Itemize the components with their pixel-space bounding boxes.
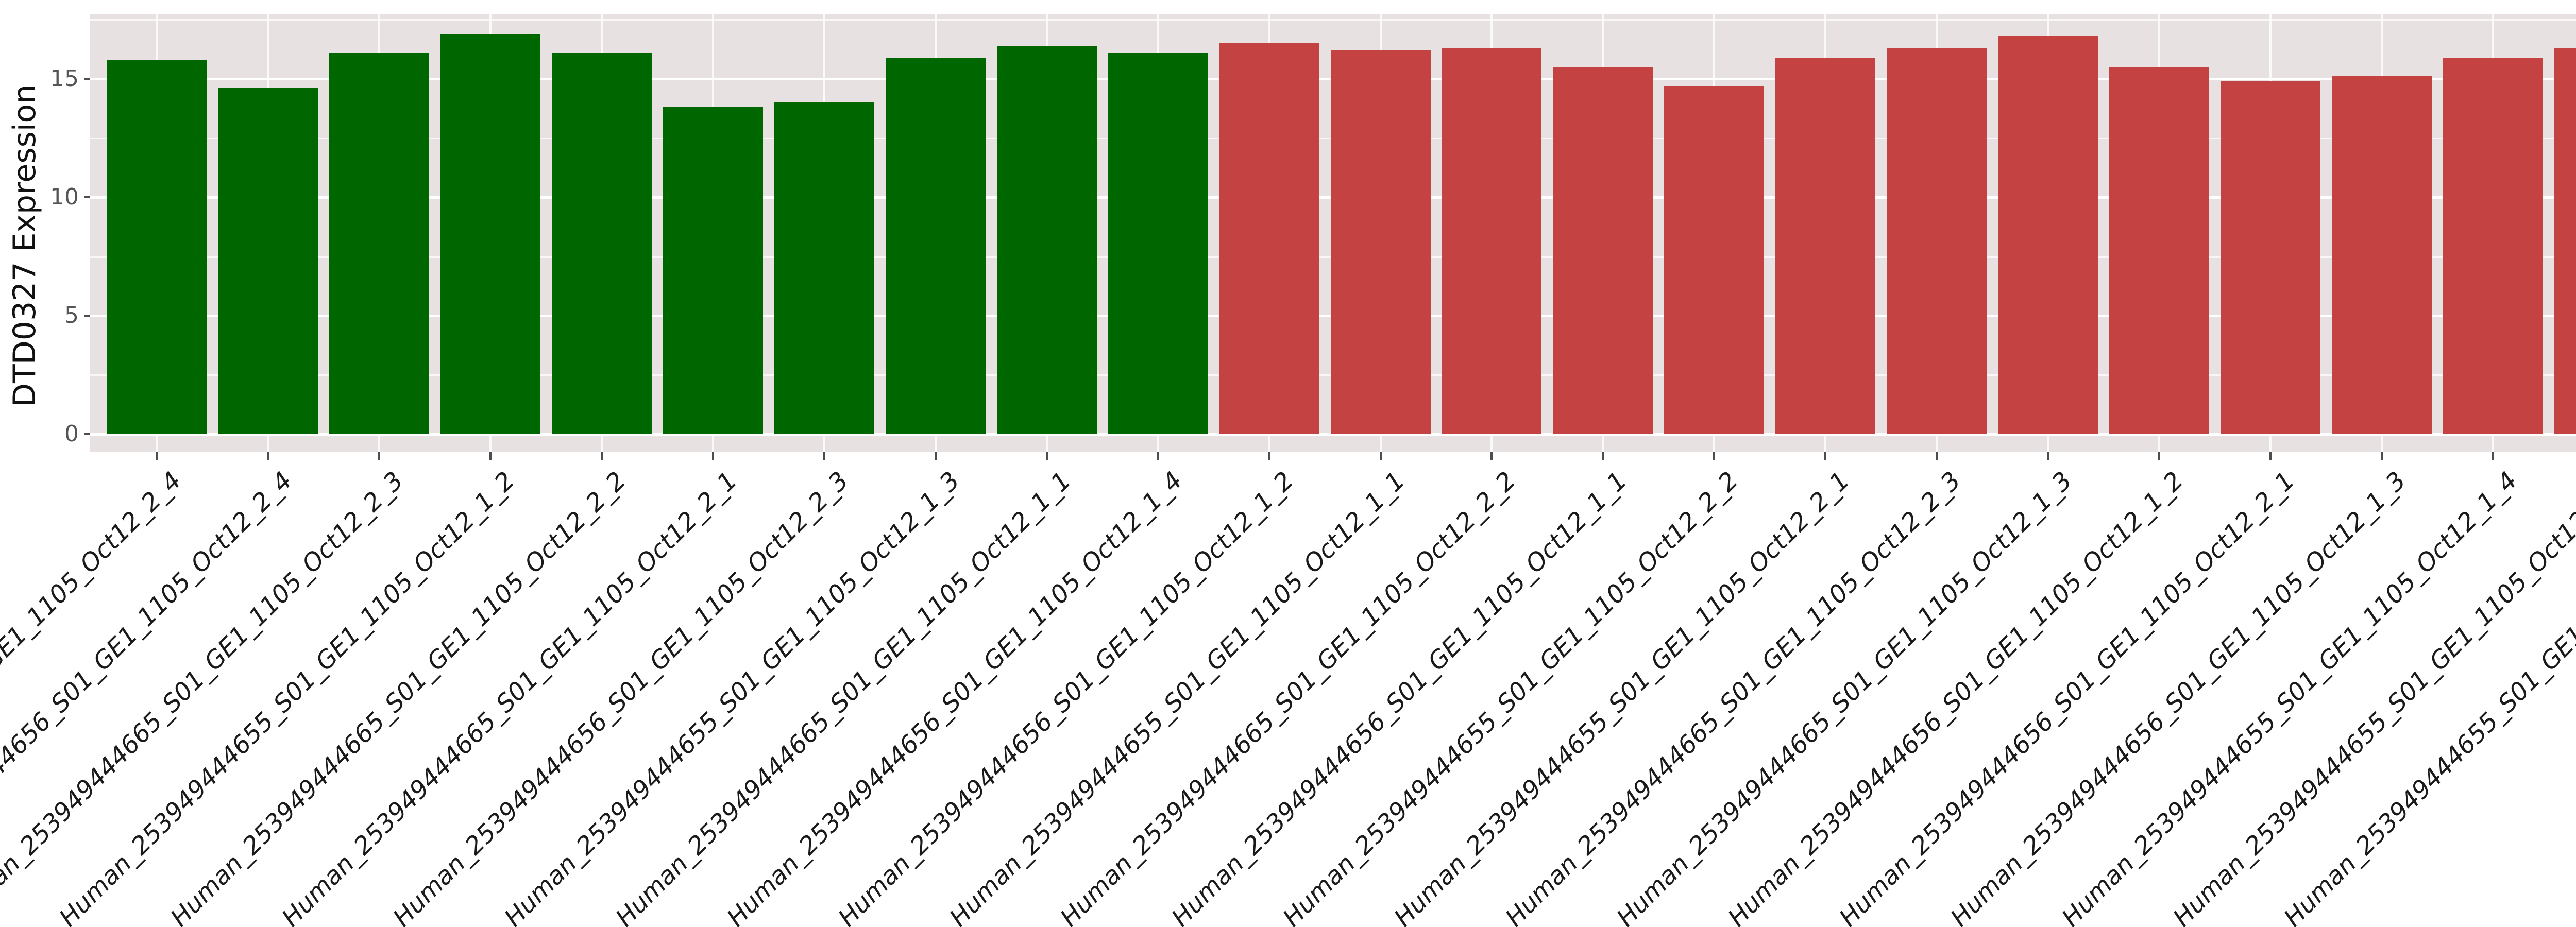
x-tick-mark bbox=[267, 452, 269, 460]
bar-19 bbox=[2109, 67, 2209, 434]
bar-16 bbox=[1775, 58, 1875, 434]
y-tick-label: 15 bbox=[50, 65, 79, 92]
x-tick-mark bbox=[2381, 452, 2383, 460]
bar-22 bbox=[2443, 58, 2543, 434]
x-tick-mark bbox=[712, 452, 714, 460]
x-tick-mark bbox=[2047, 452, 2049, 460]
x-tick-mark bbox=[489, 452, 492, 460]
bar-13 bbox=[1442, 48, 1541, 434]
bar-5 bbox=[552, 53, 652, 434]
bar-14 bbox=[1553, 67, 1653, 434]
x-tick-mark bbox=[1268, 452, 1270, 460]
x-tick-mark bbox=[1713, 452, 1715, 460]
minor-gridline bbox=[90, 19, 2576, 21]
bar-1 bbox=[107, 60, 207, 434]
major-gridline bbox=[90, 433, 2576, 436]
bar-9 bbox=[997, 46, 1097, 434]
bar-10 bbox=[1108, 53, 1208, 434]
bar-21 bbox=[2332, 76, 2432, 434]
bar-15 bbox=[1664, 86, 1764, 434]
x-tick-mark bbox=[378, 452, 380, 460]
x-tick-mark bbox=[1046, 452, 1048, 460]
y-tick-label: 5 bbox=[64, 302, 79, 329]
bar-7 bbox=[774, 102, 874, 434]
x-tick-mark bbox=[1824, 452, 1826, 460]
x-tick-mark bbox=[1380, 452, 1382, 460]
bar-11 bbox=[1219, 43, 1319, 434]
y-tick-label: 0 bbox=[64, 421, 79, 447]
x-tick-mark bbox=[2269, 452, 2272, 460]
y-tick-mark bbox=[84, 78, 90, 80]
bar-2 bbox=[218, 88, 318, 434]
bar-18 bbox=[1998, 36, 2098, 434]
x-tick-mark bbox=[1602, 452, 1604, 460]
x-tick-mark bbox=[1490, 452, 1493, 460]
bar-20 bbox=[2221, 81, 2320, 434]
x-tick-mark bbox=[935, 452, 937, 460]
x-tick-mark bbox=[1157, 452, 1159, 460]
bar-12 bbox=[1331, 50, 1431, 434]
x-tick-mark bbox=[156, 452, 158, 460]
x-tick-mark bbox=[2492, 452, 2494, 460]
y-tick-label: 10 bbox=[50, 184, 79, 210]
y-tick-mark bbox=[84, 433, 90, 435]
bar-8 bbox=[886, 58, 986, 434]
plot-area bbox=[90, 14, 2576, 452]
x-tick-mark bbox=[1936, 452, 1938, 460]
x-tick-mark bbox=[2158, 452, 2160, 460]
bar-3 bbox=[329, 53, 429, 434]
bar-4 bbox=[440, 34, 540, 434]
bar-17 bbox=[1887, 48, 1987, 434]
x-tick-mark bbox=[823, 452, 825, 460]
bar-23 bbox=[2554, 48, 2576, 434]
x-tick-mark bbox=[601, 452, 603, 460]
y-tick-mark bbox=[84, 196, 90, 198]
y-axis-title: DTD0327 Expression bbox=[7, 84, 43, 407]
y-tick-mark bbox=[84, 315, 90, 317]
bar-6 bbox=[663, 107, 763, 434]
